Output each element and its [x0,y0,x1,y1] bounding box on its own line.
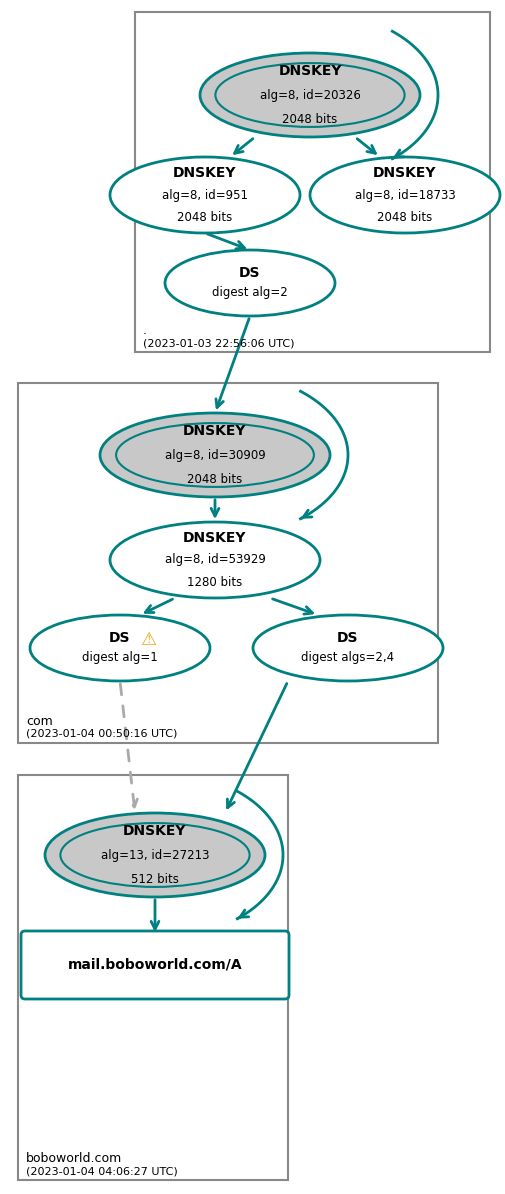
Text: (2023-01-04 00:50:16 UTC): (2023-01-04 00:50:16 UTC) [26,730,177,739]
Text: DS: DS [337,632,359,646]
Text: 2048 bits: 2048 bits [177,210,233,223]
Ellipse shape [310,156,500,233]
Text: 512 bits: 512 bits [131,873,179,886]
Ellipse shape [30,615,210,681]
Ellipse shape [116,423,314,487]
Text: alg=8, id=30909: alg=8, id=30909 [165,449,265,462]
Ellipse shape [165,250,335,316]
Text: DNSKEY: DNSKEY [123,824,187,838]
Text: mail.boboworld.com/A: mail.boboworld.com/A [68,958,242,972]
Bar [135,12,490,352]
Text: DS: DS [109,632,131,646]
Text: 2048 bits: 2048 bits [187,473,242,486]
Text: com: com [26,715,53,728]
Text: 2048 bits: 2048 bits [377,210,433,223]
Text: alg=8, id=20326: alg=8, id=20326 [260,88,361,101]
Ellipse shape [45,813,265,897]
Bar [18,383,438,743]
Text: 1280 bits: 1280 bits [187,576,242,589]
Text: digest alg=2: digest alg=2 [212,287,288,298]
Text: digest algs=2,4: digest algs=2,4 [301,651,394,664]
Text: DNSKEY: DNSKEY [278,63,342,78]
Ellipse shape [253,615,443,681]
Text: alg=8, id=951: alg=8, id=951 [162,189,248,202]
Ellipse shape [61,823,249,887]
Text: DNSKEY: DNSKEY [373,166,437,180]
Text: DNSKEY: DNSKEY [183,424,247,438]
FancyBboxPatch shape [21,931,289,999]
Text: boboworld.com: boboworld.com [26,1152,122,1165]
Text: DNSKEY: DNSKEY [173,166,237,180]
Text: alg=8, id=18733: alg=8, id=18733 [355,189,456,202]
Ellipse shape [216,63,405,127]
Text: (2023-01-04 04:06:27 UTC): (2023-01-04 04:06:27 UTC) [26,1167,178,1176]
Text: 2048 bits: 2048 bits [282,113,338,125]
Bar [18,775,288,1180]
Ellipse shape [100,413,330,497]
Text: .: . [143,324,147,337]
Text: DNSKEY: DNSKEY [183,531,247,544]
Text: ⚠: ⚠ [140,630,156,650]
Text: (2023-01-03 22:56:06 UTC): (2023-01-03 22:56:06 UTC) [143,338,294,347]
Text: digest alg=1: digest alg=1 [82,651,158,664]
Text: alg=13, id=27213: alg=13, id=27213 [101,849,209,862]
Text: alg=8, id=53929: alg=8, id=53929 [165,554,266,566]
Text: DS: DS [239,266,261,281]
Ellipse shape [110,522,320,598]
Ellipse shape [200,53,420,137]
Ellipse shape [110,156,300,233]
